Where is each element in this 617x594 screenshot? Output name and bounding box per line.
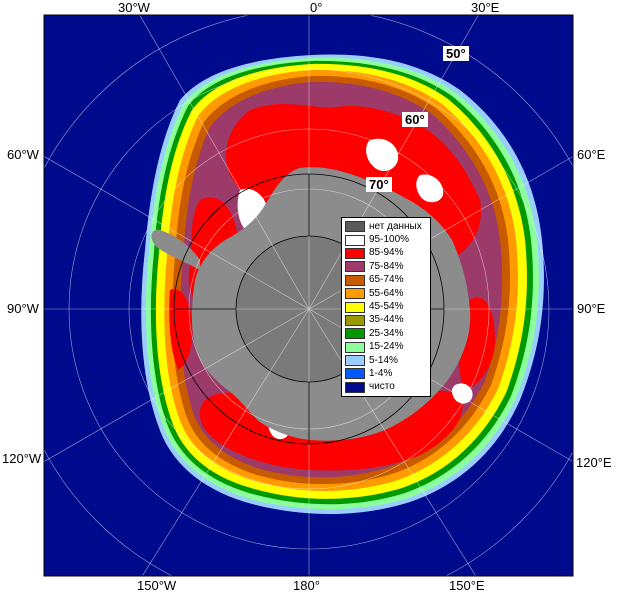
legend-swatch [345, 381, 365, 393]
legend-item: 55-64% [345, 287, 427, 300]
legend-item: 5-14% [345, 354, 427, 367]
lon-label-30w: 30°W [118, 0, 150, 15]
legend-label: 55-64% [369, 287, 404, 299]
lon-label-150e: 150°E [449, 578, 485, 593]
legend-item: нет данных [345, 220, 427, 233]
antarctic-peninsula [151, 229, 200, 270]
legend-item: 85-94% [345, 247, 427, 260]
map-border [43, 14, 574, 577]
legend-label: 1-4% [369, 367, 393, 379]
legend-swatch [345, 368, 365, 380]
legend-label: 95-100% [369, 234, 410, 246]
lon-label-120w: 120°W [2, 451, 42, 466]
lon-label-0: 0° [310, 0, 323, 15]
legend-item: 65-74% [345, 274, 427, 287]
legend-swatch [345, 328, 365, 340]
legend-swatch [345, 261, 365, 273]
ice-patch-95-100 [451, 383, 473, 404]
legend-item: 25-34% [345, 327, 427, 340]
lon-label-90w: 90°W [7, 301, 39, 316]
legend-label: 45-54% [369, 301, 404, 313]
legend-swatch [345, 247, 365, 259]
lon-label-180: 180° [293, 578, 320, 593]
legend-item: чисто [345, 381, 427, 394]
lon-label-150w: 150°W [137, 578, 177, 593]
legend-label: нет данных [369, 220, 422, 232]
lon-label-120e: 120°E [576, 455, 612, 470]
legend-item: 15-24% [345, 341, 427, 354]
lon-label-30e: 30°E [471, 0, 500, 15]
legend-label: 85-94% [369, 247, 404, 259]
legend-item: 45-54% [345, 300, 427, 313]
legend-swatch [345, 301, 365, 313]
legend-item: 75-84% [345, 260, 427, 273]
lon-label-90e: 90°E [577, 301, 606, 316]
legend-swatch [345, 355, 365, 367]
legend-item: 1-4% [345, 367, 427, 380]
lon-label-60e: 60°E [577, 147, 606, 162]
map-legend: нет данных 95-100% 85-94% 75-84% 65-74% 55-64… [341, 217, 431, 398]
legend-item: 95-100% [345, 233, 427, 246]
legend-swatch [345, 274, 365, 286]
legend-label: 15-24% [369, 341, 404, 353]
lat-label-70: 70° [366, 177, 392, 192]
lat-label-50: 50° [443, 46, 469, 61]
legend-label: 25-34% [369, 327, 404, 339]
ice-patch-95-100 [416, 174, 444, 203]
legend-label: 5-14% [369, 354, 398, 366]
legend-swatch [345, 234, 365, 246]
legend-label: 75-84% [369, 260, 404, 272]
legend-swatch [345, 288, 365, 300]
legend-swatch [345, 314, 365, 326]
legend-label: чисто [369, 381, 395, 393]
legend-label: 35-44% [369, 314, 404, 326]
legend-item: 35-44% [345, 314, 427, 327]
legend-label: 65-74% [369, 274, 404, 286]
lon-label-60w: 60°W [7, 147, 39, 162]
legend-swatch [345, 221, 365, 233]
lat-label-60: 60° [402, 112, 428, 127]
legend-swatch [345, 341, 365, 353]
ice-patch-95-100 [366, 138, 399, 172]
